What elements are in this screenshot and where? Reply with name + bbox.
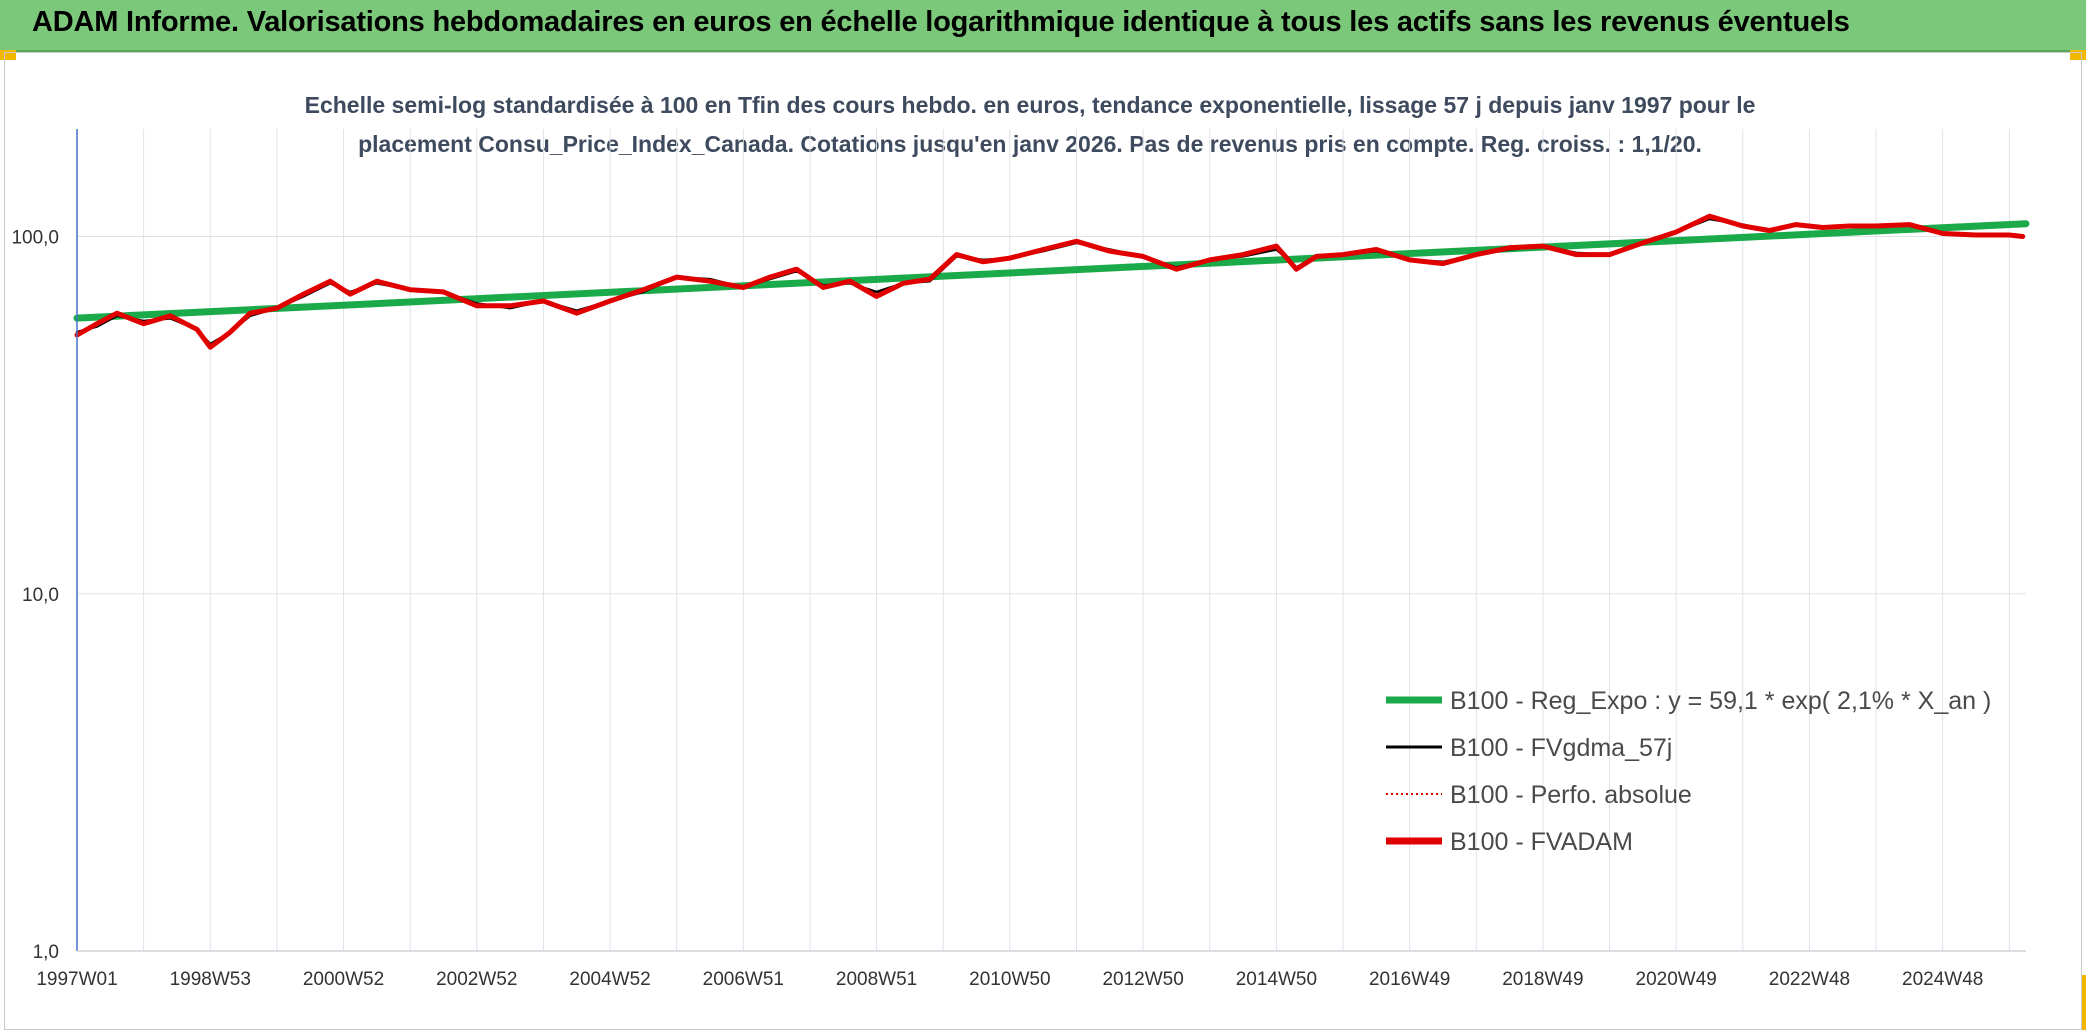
x-tick-label: 1997W01 xyxy=(36,969,117,990)
x-tick-label: 2018W49 xyxy=(1502,969,1583,990)
chart-title-line-1: Echelle semi-log standardisée à 100 en T… xyxy=(304,92,1756,118)
axis-layer: 1,0 10,0 100,0 1997W01 1998W53 2000W52 2002W52… xyxy=(11,129,2026,990)
header-bar: ADAM Informe. Valorisations hebdomadaire… xyxy=(0,0,2086,52)
series-line-2 xyxy=(76,215,2024,349)
legend-label: B100 - FVADAM xyxy=(1450,828,1633,856)
y-tick-label: 10,0 xyxy=(22,585,59,606)
x-tick-label: 2022W48 xyxy=(1769,969,1850,990)
y-tick-label: 1,0 xyxy=(33,942,59,963)
x-tick-label: 2000W52 xyxy=(303,969,384,990)
legend-label: B100 - FVgdma_57j xyxy=(1450,734,1672,762)
x-tick-label: 2008W51 xyxy=(836,969,917,990)
x-tick-label: 2010W50 xyxy=(969,969,1050,990)
y-tick-label: 100,0 xyxy=(11,228,59,249)
x-tick-label: 2006W51 xyxy=(703,969,784,990)
legend: B100 - Reg_Expo : y = 59,1 * exp( 2,1% *… xyxy=(1386,687,1991,856)
x-tick-label: 2002W52 xyxy=(436,969,517,990)
x-tick-label: 2014W50 xyxy=(1236,969,1317,990)
corner-accent-top-left xyxy=(0,50,16,60)
chart-frame xyxy=(4,52,2082,1030)
chart-title: Echelle semi-log standardisée à 100 en T… xyxy=(240,86,1820,164)
corner-accent-bottom-right xyxy=(2081,975,2086,1030)
x-tick-label: 2016W49 xyxy=(1369,969,1450,990)
series-line-0 xyxy=(73,220,2030,322)
grid-lines xyxy=(76,129,2026,952)
legend-label: B100 - Reg_Expo : y = 59,1 * exp( 2,1% *… xyxy=(1450,687,1991,715)
page-title: ADAM Informe. Valorisations hebdomadaire… xyxy=(32,6,1850,38)
x-tick-label: 2020W49 xyxy=(1636,969,1717,990)
legend-label: B100 - Perfo. absolue xyxy=(1450,781,1692,809)
x-tick-label: 2004W52 xyxy=(569,969,650,990)
x-tick-label: 2012W50 xyxy=(1102,969,1183,990)
chart-title-line-2: placement Consu_Price_Index_Canada. Cota… xyxy=(358,131,1702,157)
x-tick-label: 2024W48 xyxy=(1902,969,1983,990)
corner-accent-top-right xyxy=(2070,50,2086,60)
series-layer xyxy=(73,213,2030,350)
x-tick-label: 1998W53 xyxy=(170,969,251,990)
